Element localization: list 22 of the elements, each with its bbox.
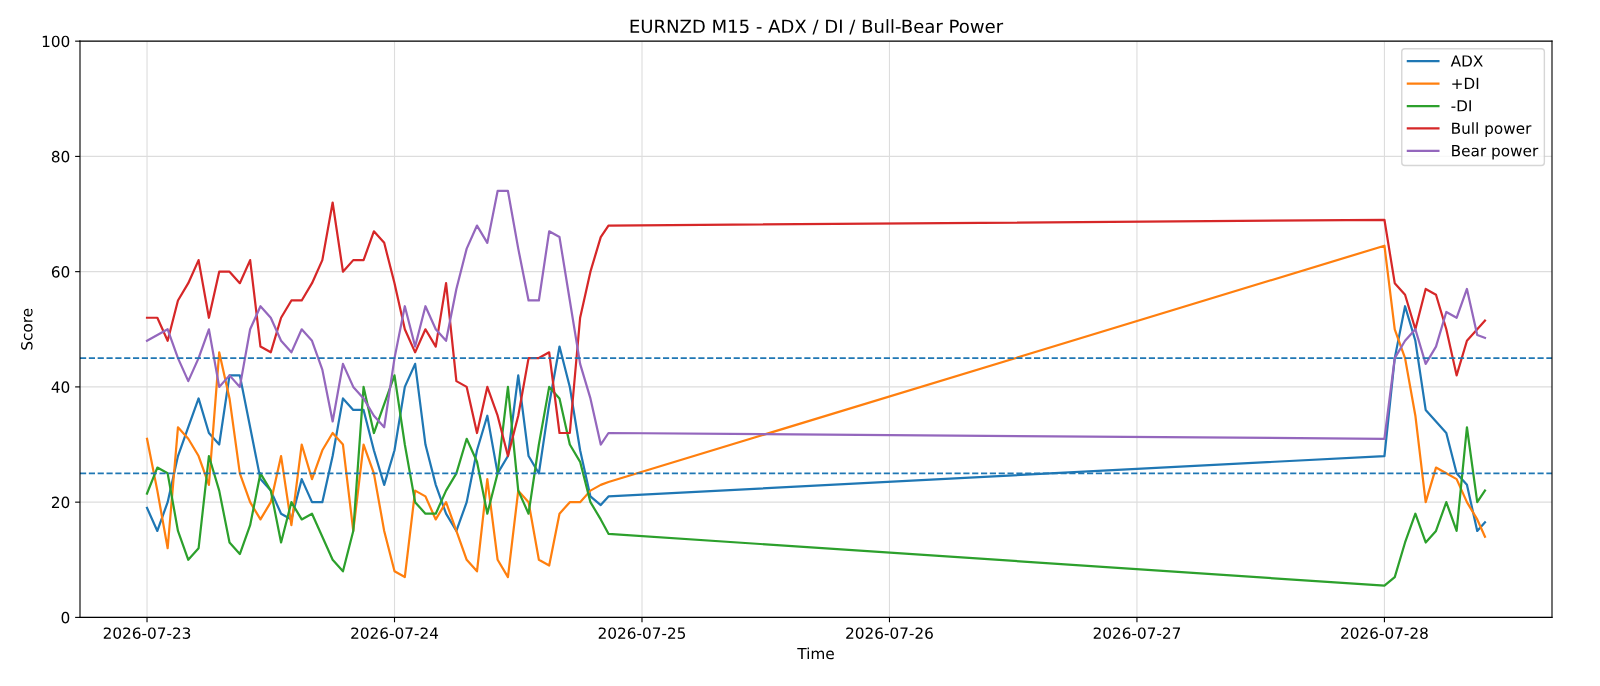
legend-label: -DI <box>1451 100 1471 112</box>
x-axis-title: Time <box>797 647 834 660</box>
x-tick-label: 2026-07-25 <box>598 627 686 639</box>
x-tick-label: 2026-07-28 <box>1341 627 1428 639</box>
y-tick-label: 80 <box>51 150 70 163</box>
x-tick-label: 2026-07-24 <box>351 627 439 639</box>
legend-label: Bear power <box>1452 145 1539 160</box>
y-tick-label: 20 <box>51 496 70 509</box>
line-series <box>145 374 1487 587</box>
y-axis-title: Score <box>21 308 33 350</box>
line-series <box>145 244 1487 579</box>
x-tick-label: 2026-07-23 <box>103 627 191 639</box>
chart-title: EURNZD M15 - ADX / DI / Bull-Bear Power <box>630 19 1004 35</box>
y-tick-label: 60 <box>51 266 70 278</box>
y-tick-label: 100 <box>42 35 70 48</box>
legend-label: ADX <box>1450 55 1483 67</box>
legend-label: Bull power <box>1452 122 1532 137</box>
legend-label: +DI <box>1452 77 1479 89</box>
y-tick-label: 0 <box>61 611 70 624</box>
y-tick-label: 40 <box>51 381 70 393</box>
x-tick-label: 2026-07-26 <box>846 627 933 639</box>
x-tick-label: 2026-07-27 <box>1093 627 1181 639</box>
